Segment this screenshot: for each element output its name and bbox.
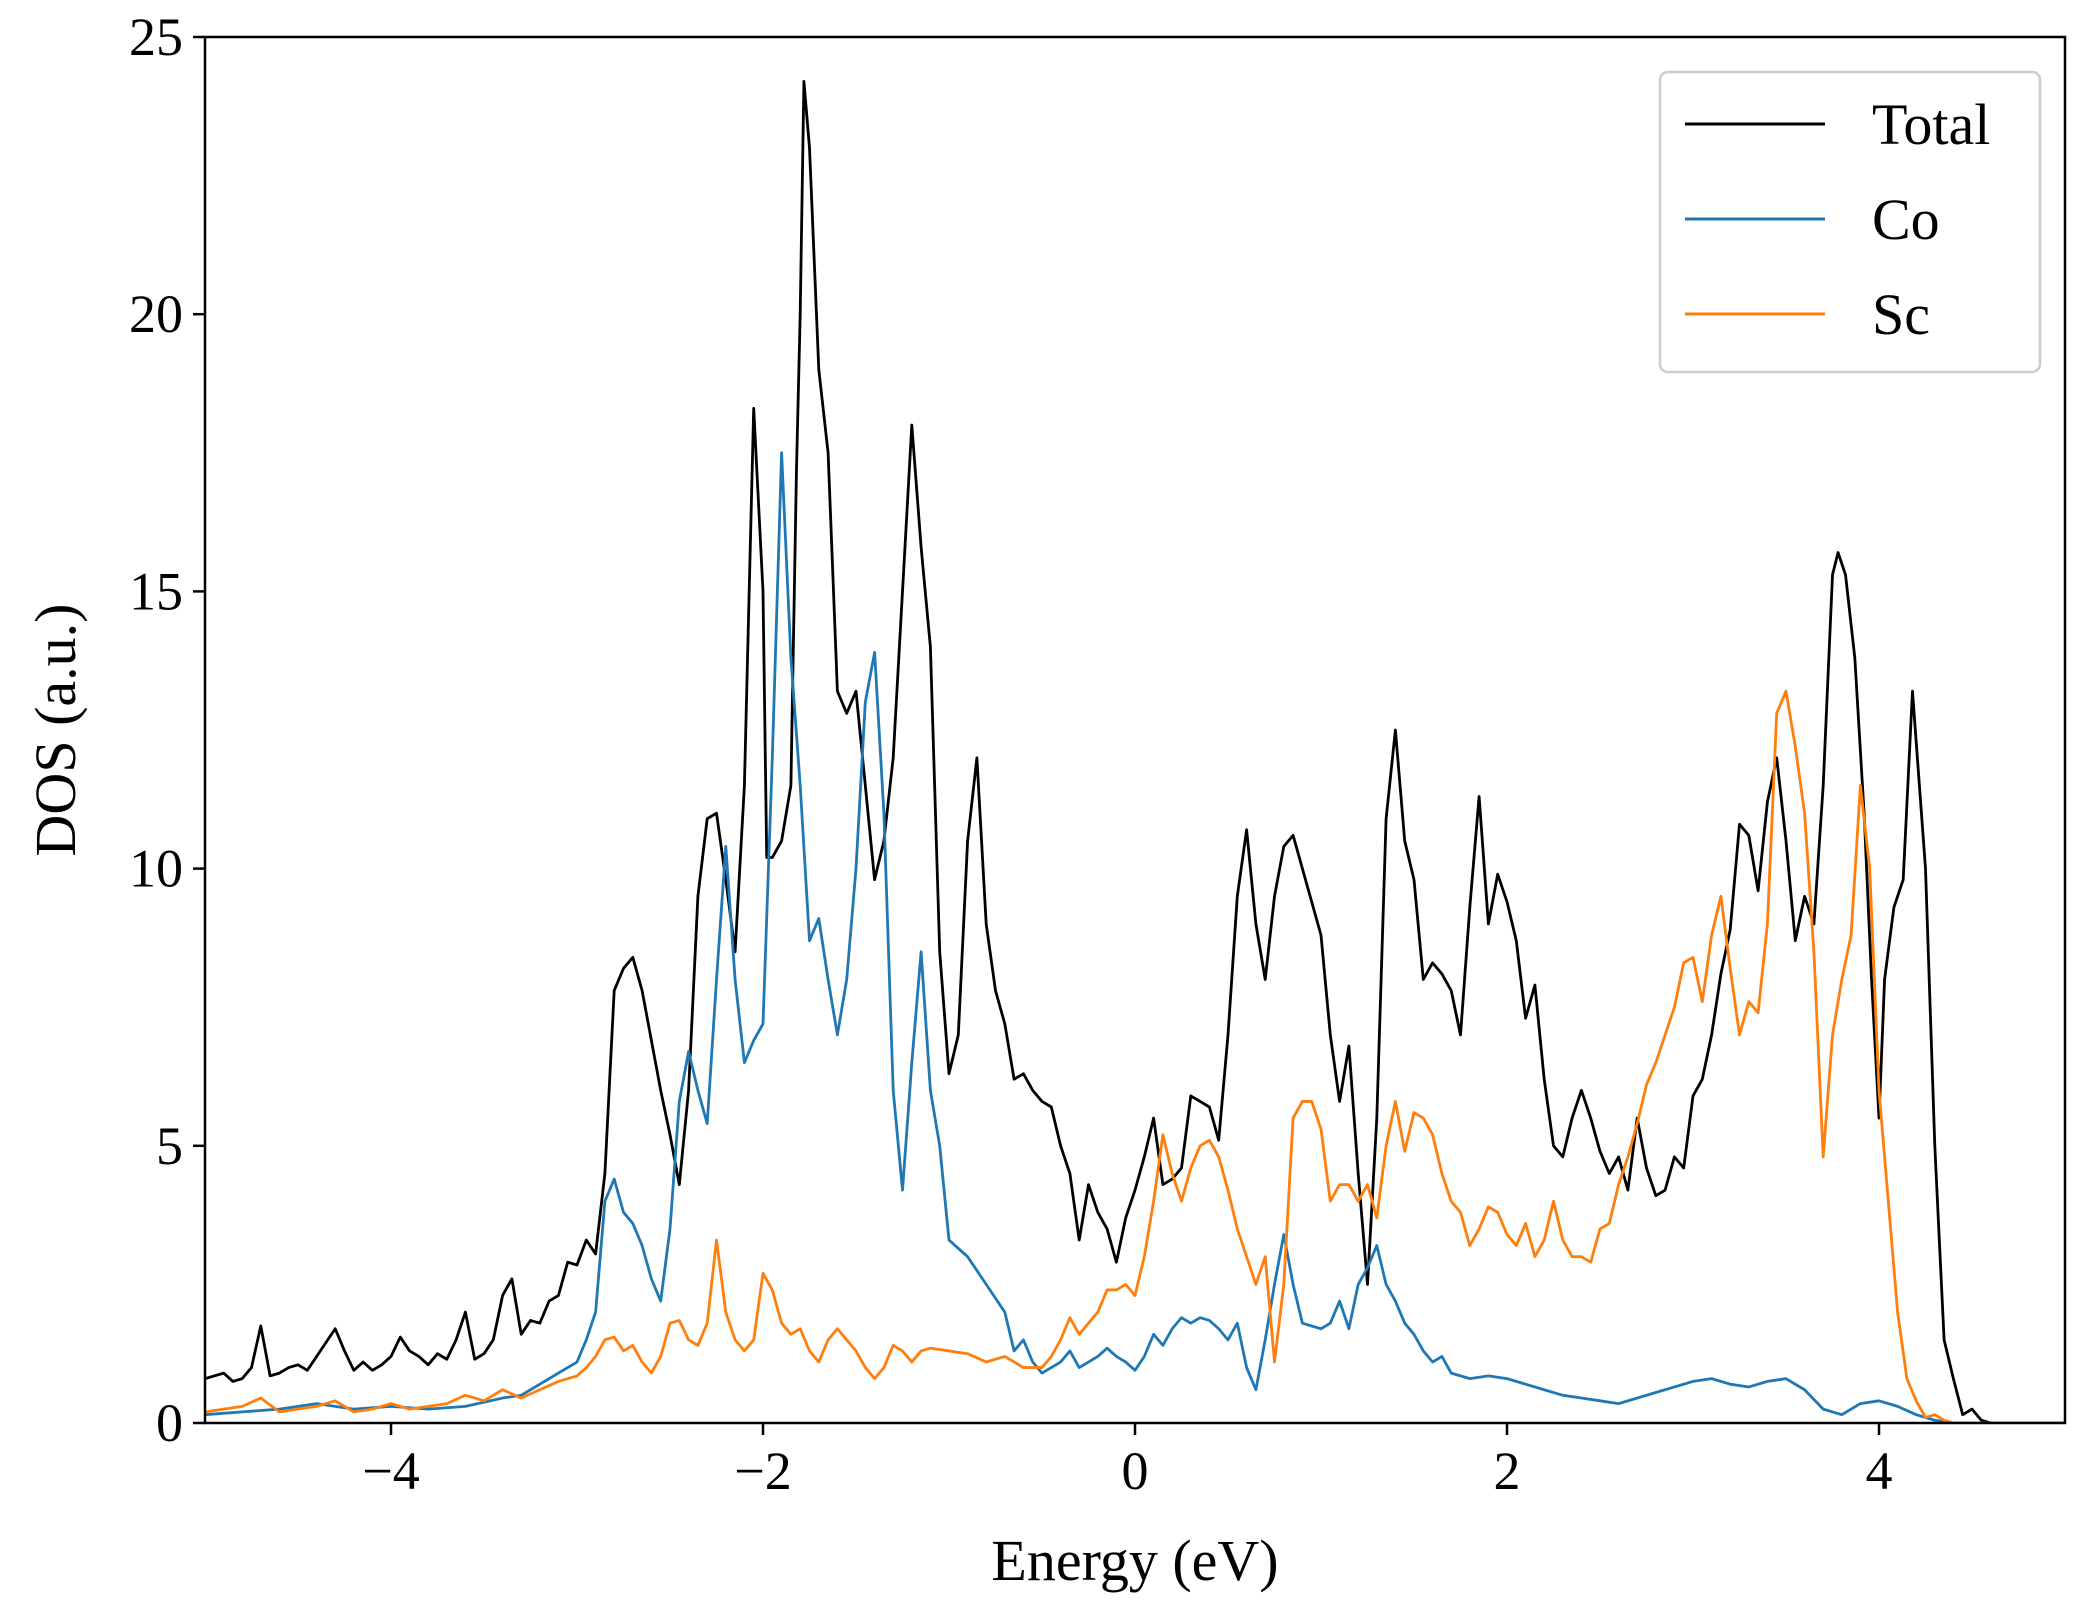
x-tick-label: −2 (734, 1441, 791, 1501)
x-tick-label: 4 (1866, 1441, 1893, 1501)
legend-label-co: Co (1872, 187, 1940, 252)
series-line-co (205, 451, 2065, 1423)
y-tick-label: 25 (129, 7, 183, 67)
y-tick-label: 10 (129, 839, 183, 899)
y-tick-label: 20 (129, 284, 183, 344)
x-tick-label: −4 (362, 1441, 419, 1501)
y-tick-label: 0 (156, 1393, 183, 1453)
legend-box (1658, 70, 2042, 374)
legend-label-total: Total (1872, 92, 1990, 157)
series-line-total (205, 79, 2065, 1423)
x-axis-title: Energy (eV) (991, 1528, 1278, 1593)
legend: Total Co Sc (1658, 70, 2042, 374)
legend-label-sc: Sc (1872, 282, 1930, 347)
y-tick-label: 5 (156, 1116, 183, 1176)
axis-ticks: −4 −2 0 2 4 0 5 10 15 20 25 (129, 7, 1893, 1501)
x-tick-label: 0 (1122, 1441, 1149, 1501)
series-lines (205, 79, 2065, 1423)
legend-items: Total Co Sc (1685, 92, 1990, 347)
x-tick-label: 2 (1494, 1441, 1521, 1501)
y-tick-label: 15 (129, 561, 183, 621)
y-axis-title: DOS (a.u.) (23, 604, 88, 857)
series-line-sc (205, 689, 2065, 1423)
